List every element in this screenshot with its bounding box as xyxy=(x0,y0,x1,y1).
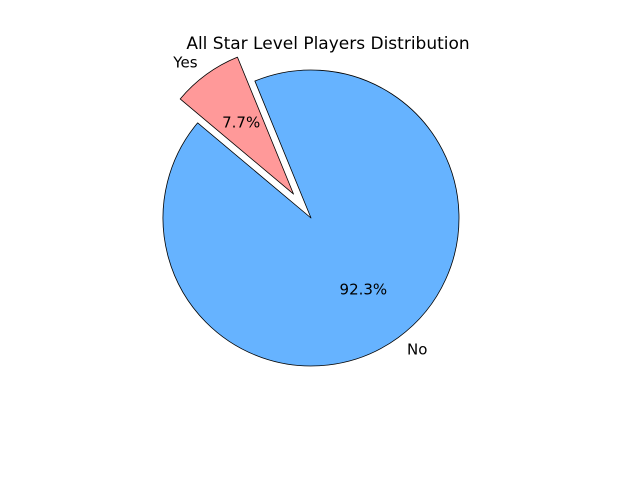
chart-title: All Star Level Players Distribution xyxy=(186,34,469,54)
slice-label-yes: Yes xyxy=(172,54,197,72)
slice-label-no: No xyxy=(407,340,427,358)
pie-slice-no xyxy=(162,69,460,367)
slice-percent-no: 92.3% xyxy=(340,281,388,299)
slice-percent-yes: 7.7% xyxy=(222,113,260,131)
pie-slice-yes xyxy=(179,56,294,195)
